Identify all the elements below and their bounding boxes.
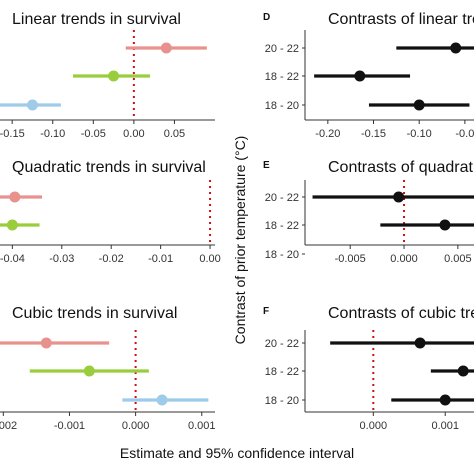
- panel-letter: D: [263, 12, 270, 23]
- x-tick-label: -0.0: [455, 128, 474, 140]
- panel-letter: F: [263, 306, 269, 317]
- plot-area: [0, 330, 209, 412]
- y-tick-label: 18 - 22: [265, 366, 299, 378]
- panel-title: Linear trends in survival: [12, 11, 181, 28]
- x-tick-label: 0.005: [444, 253, 472, 265]
- x-tick-label: 0.00: [123, 128, 144, 140]
- panel-title: Contrasts of cubic trends: [328, 305, 474, 322]
- panel-4: Contrasts of linear trends D 20 - 22 18 - 2…: [263, 11, 474, 140]
- estimate-point: [160, 42, 172, 54]
- y-tick-label: 20 - 22: [265, 43, 299, 55]
- x-tick-label: 0.001: [431, 420, 459, 432]
- panel-title: Quadratic trends in survival: [12, 159, 206, 176]
- x-tick-label: -0.10: [407, 128, 432, 140]
- x-tick-label: 0.001: [188, 420, 216, 432]
- panel-6: Contrasts of cubic trends F 20 - 22 18 - 22…: [263, 305, 474, 432]
- panel-3: Cubic trends in survival 0.002 -0.001 0.000…: [0, 305, 216, 432]
- plot-area: [312, 180, 474, 245]
- x-tick-label: -0.01: [148, 253, 173, 265]
- x-tick-label: -0.03: [49, 253, 74, 265]
- estimate-point: [6, 219, 18, 231]
- estimate-point: [457, 365, 469, 377]
- estimate-point: [156, 394, 168, 406]
- x-tick-label: 0.002: [0, 420, 17, 432]
- y-axis-label: Contrast of prior temperature (°C): [232, 136, 248, 345]
- y-tick-label: 20 - 22: [265, 338, 299, 350]
- plot-area: [330, 330, 474, 412]
- estimate-point: [40, 337, 52, 349]
- panel-1: Linear trends in survival -0.15 -0.10 -0.05…: [0, 11, 215, 140]
- estimate-point: [29, 249, 40, 260]
- x-tick-label: -0.15: [361, 128, 386, 140]
- estimate-point: [393, 191, 405, 203]
- plot-area: [0, 180, 212, 260]
- estimate-point: [414, 337, 426, 349]
- estimate-point: [354, 70, 366, 82]
- panel-title: Contrasts of quadratic trends: [328, 159, 474, 176]
- x-tick-label: -0.04: [0, 253, 25, 265]
- x-tick-label: -0.02: [99, 253, 124, 265]
- x-tick-label: -0.15: [0, 128, 25, 140]
- x-tick-label: 0.05: [164, 128, 185, 140]
- estimate-point: [83, 365, 95, 377]
- x-tick-label: 0.00: [199, 253, 220, 265]
- y-tick-label: 18 - 20: [265, 249, 299, 261]
- panel-2: Quadratic trends in survival -0.04 -0.03 -0…: [0, 159, 221, 265]
- y-tick-label: 20 - 22: [265, 192, 299, 204]
- estimate-point: [26, 99, 38, 111]
- estimate-point: [413, 99, 425, 111]
- x-tick-label: 0.000: [360, 420, 388, 432]
- panel-5: Contrasts of quadratic trends E 20 - 22 18 …: [263, 159, 474, 265]
- estimate-point: [439, 394, 451, 406]
- x-tick-label: -0.20: [315, 128, 340, 140]
- estimate-point: [9, 191, 21, 203]
- plot-area: [314, 42, 474, 111]
- y-tick-label: 18 - 22: [265, 220, 299, 232]
- panel-title: Contrasts of linear trends: [328, 11, 474, 28]
- estimate-point: [108, 70, 120, 82]
- x-tick-label: -0.05: [81, 128, 106, 140]
- x-tick-label: -0.10: [40, 128, 65, 140]
- panel-title: Cubic trends in survival: [12, 305, 177, 322]
- estimate-point: [439, 219, 451, 231]
- x-tick-label: 0.000: [122, 420, 150, 432]
- x-tick-label: -0.005: [335, 253, 366, 265]
- x-axis-label: Estimate and 95% confidence interval: [120, 445, 354, 461]
- panel-letter: E: [263, 160, 270, 171]
- x-tick-label: -0.001: [54, 420, 85, 432]
- plot-area: [0, 30, 207, 120]
- y-tick-label: 18 - 20: [265, 395, 299, 407]
- estimate-point: [450, 42, 462, 54]
- y-tick-label: 18 - 20: [265, 100, 299, 112]
- y-tick-label: 18 - 22: [265, 71, 299, 83]
- x-tick-label: 0.000: [390, 253, 418, 265]
